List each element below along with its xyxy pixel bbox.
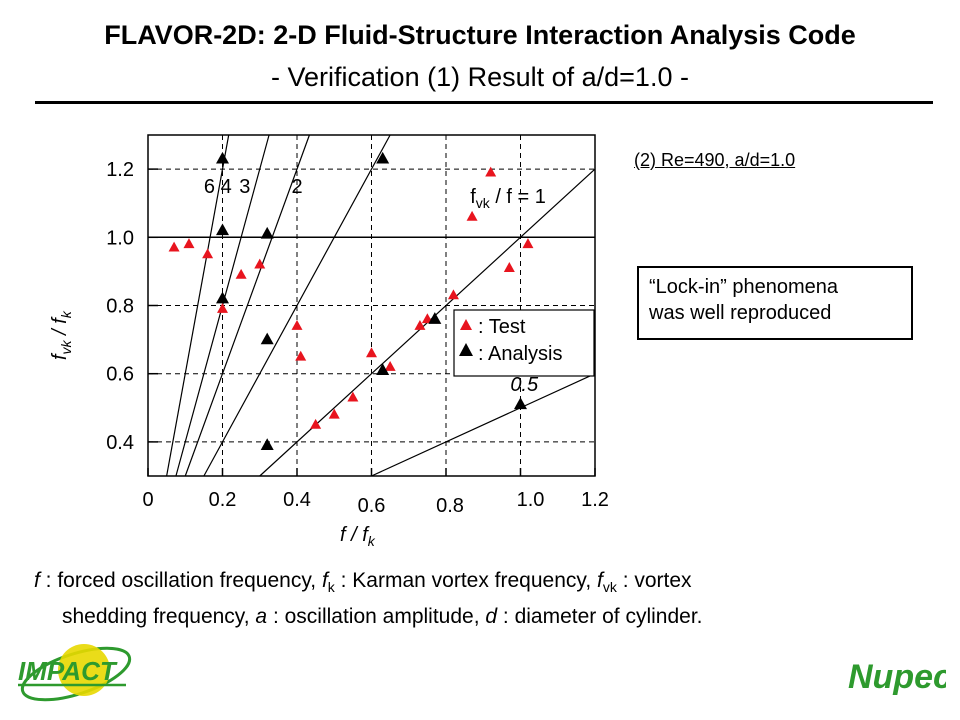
- svg-text:IMPACT: IMPACT: [18, 656, 118, 686]
- legend-analysis-label: : Analysis: [478, 343, 562, 365]
- note-box: “Lock-in” phenomena was well reproduced: [637, 266, 913, 340]
- reference-line-label: 4: [221, 176, 232, 198]
- test-point: [366, 347, 377, 358]
- test-point: [235, 268, 247, 279]
- test-point: [466, 210, 478, 221]
- test-point: [522, 238, 534, 249]
- x-tick-label: 0.8: [436, 495, 464, 517]
- reference-line: [371, 373, 596, 477]
- analysis-point: [216, 151, 229, 164]
- reference-line-label: 3: [239, 176, 250, 198]
- y-axis-label-group: fvk / fk: [49, 310, 74, 360]
- analysis-point: [514, 397, 527, 410]
- legend: : Test : Analysis: [453, 309, 595, 377]
- test-point: [183, 238, 195, 249]
- test-point: [295, 350, 307, 361]
- x-tick-label: 1.0: [517, 489, 545, 511]
- svg-text:Nupec: Nupec: [848, 658, 946, 696]
- analysis-point: [260, 226, 274, 239]
- data-points: [168, 151, 534, 450]
- legend-test-marker: [460, 319, 472, 330]
- caption-line-1: f : forced oscillation frequency, fk : K…: [34, 569, 692, 596]
- y-tick-label: 0.6: [106, 364, 134, 386]
- note-line-2: was well reproduced: [649, 302, 832, 324]
- analysis-point: [216, 223, 229, 236]
- test-point: [217, 302, 228, 313]
- legend-analysis-marker: [459, 343, 473, 356]
- page-title: FLAVOR-2D: 2-D Fluid-Structure Interacti…: [104, 20, 856, 50]
- test-point: [347, 391, 359, 402]
- analysis-point: [216, 291, 229, 304]
- title-underline: [35, 101, 933, 104]
- reference-line: [166, 134, 230, 477]
- x-tick-label: 0.6: [358, 495, 386, 517]
- impact-logo: IMPACT: [18, 644, 132, 702]
- test-point: [254, 258, 266, 269]
- axis-labels: f / fk fvk / fk: [49, 310, 376, 549]
- analysis-point: [376, 151, 390, 164]
- y-tick-label: 1.0: [106, 227, 134, 249]
- reference-line: [203, 134, 391, 477]
- test-point: [503, 262, 515, 272]
- test-point: [291, 320, 303, 330]
- reference-line-label: 6: [204, 176, 215, 198]
- nupec-logo: Nupec: [848, 658, 946, 696]
- x-tick-label: 0.4: [283, 489, 311, 511]
- analysis-point: [376, 363, 390, 375]
- y-tick-label: 0.4: [106, 432, 134, 454]
- test-point: [202, 248, 214, 259]
- test-point: [447, 289, 459, 300]
- test-point: [485, 166, 497, 177]
- y-tick-label: 0.8: [106, 296, 134, 318]
- test-point: [384, 360, 396, 371]
- y-tick-label: 1.2: [106, 159, 134, 181]
- x-axis-label: f / fk: [340, 524, 376, 549]
- reference-line-label: 2: [291, 176, 302, 198]
- test-point: [414, 320, 426, 330]
- reference-line-label: fvk / f = 1: [470, 186, 546, 211]
- x-tick-label: 0: [142, 489, 153, 511]
- analysis-point: [260, 332, 274, 345]
- x-tick-label: 0.2: [209, 489, 237, 511]
- legend-test-label: : Test: [478, 316, 526, 338]
- y-axis-label: fvk / fk: [49, 310, 74, 360]
- x-tick-label: 1.2: [581, 489, 609, 511]
- reference-line-label: 0.5: [510, 374, 539, 396]
- note-line-1: “Lock-in” phenomena: [649, 276, 838, 298]
- page-subtitle: - Verification (1) Result of a/d=1.0 -: [271, 62, 689, 92]
- analysis-point: [260, 438, 274, 450]
- axis-ticks: 0 0.2 0.4 0.6 0.8 1.0 1.2 0.4 0.6 0.8 1.0 1.2: [106, 159, 609, 517]
- test-point: [328, 408, 340, 419]
- test-point: [168, 241, 180, 252]
- legend-box: [453, 309, 595, 377]
- reference-line: [184, 134, 310, 477]
- case-label: (2) Re=490, a/d=1.0: [634, 150, 796, 170]
- caption: f : forced oscillation frequency, fk : K…: [34, 566, 703, 632]
- analysis-point: [428, 312, 442, 324]
- caption-line-2: shedding frequency, a : oscillation ampl…: [62, 605, 703, 629]
- test-point: [310, 418, 322, 429]
